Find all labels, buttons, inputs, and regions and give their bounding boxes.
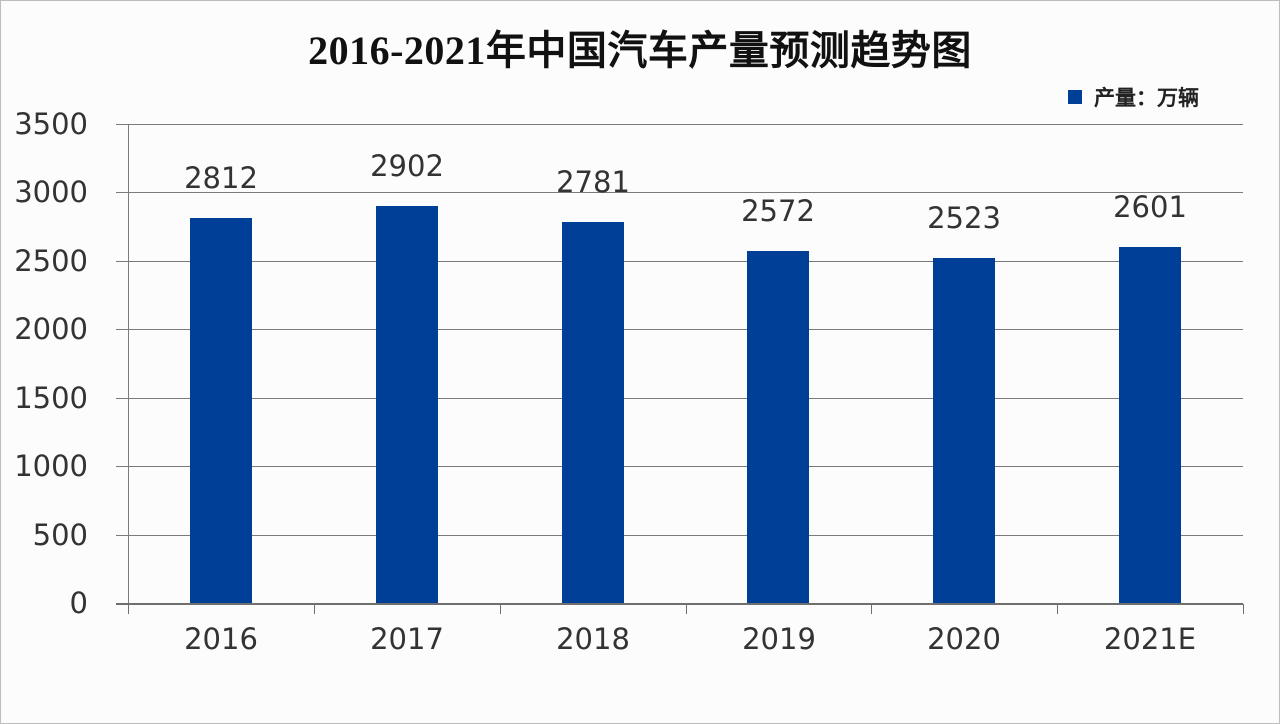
gridline <box>116 466 1243 467</box>
y-tick-label: 1000 <box>14 449 88 483</box>
gridline <box>116 192 1243 193</box>
x-tick-mark <box>686 604 687 614</box>
gridline <box>116 124 1243 125</box>
x-tick-label: 2021E <box>1103 622 1197 656</box>
x-tick-mark <box>500 604 501 614</box>
bar-value-label: 2523 <box>927 201 1001 235</box>
y-tick-label: 2000 <box>14 312 88 346</box>
x-tick-mark <box>314 604 315 614</box>
bar-2020 <box>933 258 995 603</box>
y-tick-label: 500 <box>32 518 88 552</box>
bar-2021E <box>1119 247 1181 603</box>
x-tick-mark <box>1057 604 1058 614</box>
gridline <box>116 329 1243 330</box>
bar-2019 <box>747 251 809 603</box>
x-tick-label: 2019 <box>742 622 816 656</box>
bar-value-label: 2781 <box>556 165 630 199</box>
x-axis <box>116 603 1243 605</box>
bar-2018 <box>562 222 624 603</box>
x-tick-mark <box>1243 604 1244 614</box>
y-tick-label: 3000 <box>14 175 88 209</box>
y-tick-label: 0 <box>69 586 88 620</box>
bar-value-label: 2601 <box>1113 190 1187 224</box>
y-tick-label: 1500 <box>14 381 88 415</box>
bar-2016 <box>190 218 252 603</box>
legend-swatch-icon <box>1068 90 1082 104</box>
bar-value-label: 2572 <box>741 194 815 228</box>
x-tick-label: 2017 <box>370 622 444 656</box>
x-tick-label: 2018 <box>556 622 630 656</box>
gridline <box>116 398 1243 399</box>
y-tick-label: 2500 <box>14 244 88 278</box>
bar-value-label: 2812 <box>184 161 258 195</box>
bar-value-label: 2902 <box>370 149 444 183</box>
gridline <box>116 261 1243 262</box>
legend: 产量：万辆 <box>1068 82 1199 112</box>
bar-2017 <box>376 206 438 603</box>
y-axis <box>128 124 129 609</box>
gridline <box>116 535 1243 536</box>
y-tick-label: 3500 <box>14 107 88 141</box>
x-tick-mark <box>871 604 872 614</box>
x-tick-label: 2020 <box>927 622 1001 656</box>
x-tick-label: 2016 <box>184 622 258 656</box>
legend-label: 产量：万辆 <box>1094 86 1199 110</box>
chart-title: 2016-2021年中国汽车产量预测趋势图 <box>308 28 972 73</box>
x-tick-mark <box>128 604 129 614</box>
